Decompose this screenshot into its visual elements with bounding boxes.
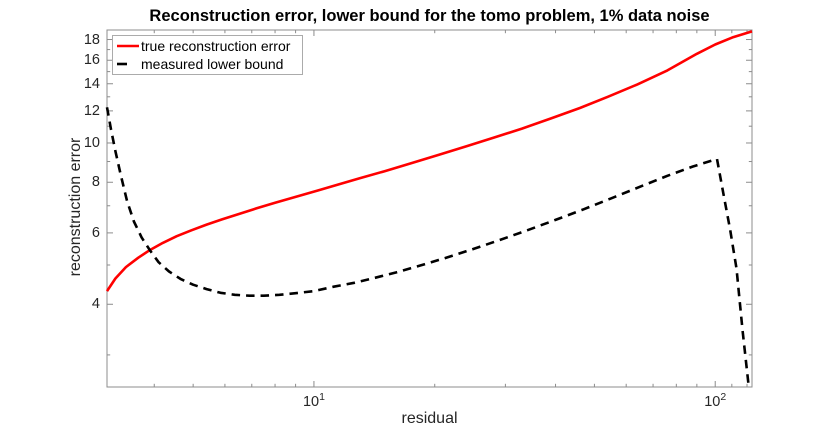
legend-label: measured lower bound [141,56,284,72]
chart-title: Reconstruction error, lower bound for th… [149,7,710,25]
x-axis-label: residual [401,410,458,427]
y-tick-label: 10 [83,134,100,151]
legend-entry-measured-lower-bound: measured lower bound [113,55,302,73]
legend: true reconstruction error measured lower… [112,35,303,75]
y-tick-label: 8 [91,174,100,191]
x-tick-label: 102 [704,391,727,410]
legend-solid-line-swatch [117,44,139,48]
legend-label: true reconstruction error [141,38,291,54]
y-tick-label: 14 [83,75,100,92]
axes-box [106,29,753,388]
legend-entry-true-reconstruction-error: true reconstruction error [113,37,302,55]
series-true-reconstruction-error [105,30,753,292]
legend-dashed-line-swatch [117,62,139,66]
y-tick-label: 4 [91,296,100,313]
y-tick-label: 16 [83,52,100,69]
y-axis-label: reconstruction error [67,137,84,277]
y-tick-label: 18 [83,31,100,48]
y-tick-label: 6 [91,224,100,241]
y-tick-label: 12 [83,102,100,119]
x-tick-label: 101 [302,391,325,410]
series-measured-lower-bound [105,107,750,384]
